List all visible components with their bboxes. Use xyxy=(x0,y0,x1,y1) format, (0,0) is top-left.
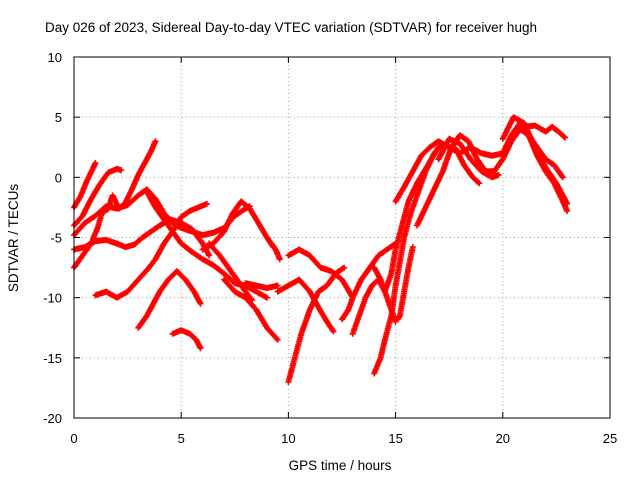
y-axis-label: SDTVAR / TECUs xyxy=(6,184,21,293)
data-point-markers xyxy=(169,327,204,352)
y-tick-label: -15 xyxy=(43,351,62,366)
series-track xyxy=(452,145,483,187)
plot-frame xyxy=(73,56,611,419)
data-point-markers xyxy=(285,264,348,385)
data-point-markers xyxy=(339,240,399,323)
series-track xyxy=(371,144,442,295)
data-point-markers xyxy=(452,145,483,187)
grid-lines xyxy=(74,57,610,418)
y-tick-label: -5 xyxy=(50,231,62,246)
series-track xyxy=(285,264,348,385)
data-point-markers xyxy=(371,144,442,295)
y-tick-label: 0 xyxy=(55,170,62,185)
data-point-markers xyxy=(71,138,159,271)
y-tick-label: 5 xyxy=(55,110,62,125)
data-series xyxy=(71,114,571,385)
data-point-markers xyxy=(521,122,568,141)
y-tick-label: -20 xyxy=(43,411,62,426)
data-point-markers xyxy=(435,135,502,181)
x-tick-label: 10 xyxy=(281,431,295,446)
x-tick-label: 20 xyxy=(496,431,510,446)
x-tick-label: 15 xyxy=(388,431,402,446)
y-tick-label: -10 xyxy=(43,291,62,306)
data-point-markers xyxy=(268,240,283,263)
series-track xyxy=(71,159,99,211)
data-point-markers xyxy=(221,276,281,343)
y-tick-label: 10 xyxy=(48,50,62,65)
data-point-markers xyxy=(199,198,277,253)
data-point-markers xyxy=(143,188,270,301)
x-tick-label: 25 xyxy=(603,431,617,446)
data-point-markers xyxy=(206,240,255,304)
x-tick-label: 5 xyxy=(178,431,185,446)
series-track xyxy=(92,200,210,301)
series-track xyxy=(521,122,568,141)
series-track xyxy=(268,240,283,263)
series-track xyxy=(435,135,502,181)
data-point-markers xyxy=(242,280,281,291)
series-track xyxy=(339,240,399,323)
series-track xyxy=(199,198,277,253)
x-axis-label: GPS time / hours xyxy=(289,458,392,473)
data-point-markers xyxy=(92,200,210,301)
series-track xyxy=(135,268,204,331)
data-point-markers xyxy=(394,244,416,323)
series-track xyxy=(221,276,281,343)
series-track xyxy=(394,244,416,323)
tick-labels: 0 5 10 15 20 25 -20 -15 -10 -5 0 5 10 xyxy=(43,50,617,446)
data-point-markers xyxy=(71,159,99,211)
series-track xyxy=(71,138,159,271)
series-track xyxy=(206,240,255,304)
series-track xyxy=(169,327,204,352)
chart-title: Day 026 of 2023, Sidereal Day-to-day VTE… xyxy=(45,20,537,35)
x-tick-label: 0 xyxy=(70,431,77,446)
data-point-markers xyxy=(135,268,204,331)
series-track xyxy=(143,188,270,301)
series-track xyxy=(242,280,281,291)
